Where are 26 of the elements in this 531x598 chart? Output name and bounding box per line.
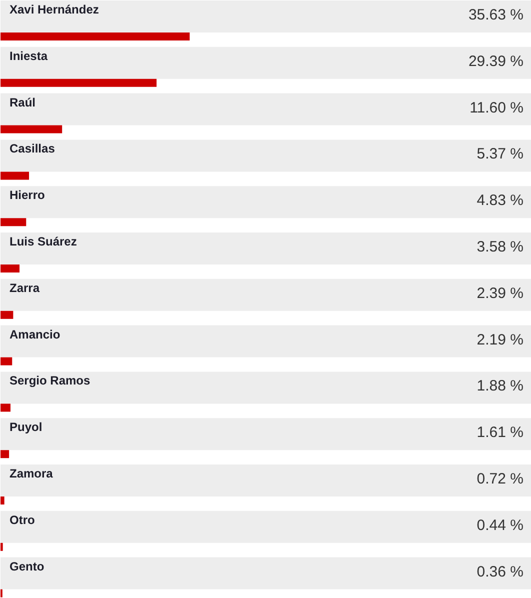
y-tick-label: Sergio Ramos [10,374,91,388]
y-tick-label: Amancio [10,327,60,342]
y-tick-label: Zamora [10,466,54,480]
data-label: 2.39 % [476,284,524,302]
data-label: 4.83 % [476,192,524,210]
data-label: 29.39 % [468,52,524,70]
data-label: 11.60 % [470,99,524,116]
y-tick-label: Casillas [10,142,56,156]
y-tick-label: Hierro [10,188,45,202]
y-tick-label: Otro [10,512,35,527]
data-label: 0.36 % [476,563,524,580]
data-label: 35.63 % [468,6,524,24]
data-label: 1.88 % [476,378,524,395]
data-label: 0.72 % [476,470,524,488]
data-label: 1.61 % [476,424,524,442]
y-tick-label: Xavi Hernández [10,2,99,16]
y-tick-label: Zarra [10,280,40,295]
data-label: 0.44 % [476,516,524,534]
y-tick-label: Gento [10,559,44,574]
y-tick-label: Luis Suárez [10,234,77,248]
data-label: 3.58 % [476,238,524,256]
data-label: 5.37 % [476,146,524,163]
y-tick-label: Puyol [10,420,42,434]
y-tick-label: Raúl [10,95,36,110]
data-label: 2.19 % [476,331,524,348]
y-tick-label: Iniesta [10,48,48,63]
